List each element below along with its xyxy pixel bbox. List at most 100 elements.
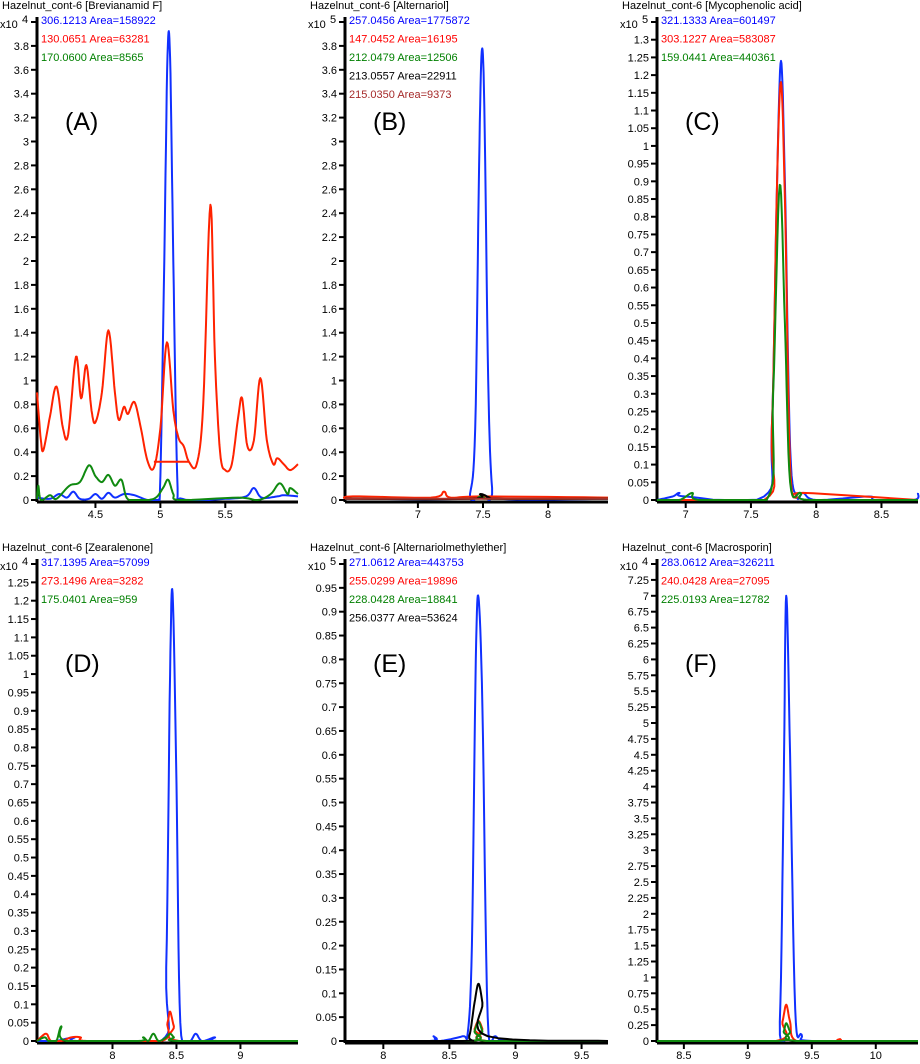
panel-label: (D) bbox=[65, 650, 100, 678]
y-tick-label: 0.05 bbox=[8, 1018, 29, 1030]
y-tick-label: 1.15 bbox=[628, 88, 649, 100]
series-line-green bbox=[657, 1022, 918, 1042]
y-tick-label: 1.2 bbox=[14, 596, 29, 608]
y-tick-label: 0.4 bbox=[14, 447, 29, 459]
x-tick-label: 9.5 bbox=[574, 1050, 589, 1062]
panel-label: (B) bbox=[373, 108, 406, 136]
y-tick-label: 0.75 bbox=[8, 761, 29, 773]
y-tick-label: 1.5 bbox=[634, 941, 649, 953]
y-tick-label: 6.5 bbox=[634, 623, 649, 635]
y-tick-label: 1.2 bbox=[14, 352, 29, 364]
y-multiplier-label: x10 bbox=[0, 561, 18, 573]
y-tick-label: 5.5 bbox=[634, 686, 649, 698]
legend-entry: 159.0441 Area=440361 bbox=[661, 52, 776, 64]
y-tick-label: 7 bbox=[643, 591, 649, 603]
y-multiplier-label: x10 bbox=[308, 561, 326, 573]
legend-entry: 317.1395 Area=57099 bbox=[41, 557, 150, 569]
legend-entry: 175.0401 Area=959 bbox=[41, 594, 137, 606]
y-tick-label: 7.25 bbox=[628, 575, 649, 587]
y-tick-label: 1.75 bbox=[628, 925, 649, 937]
y-tick-label: 0.25 bbox=[316, 917, 337, 929]
y-tick-label: 0.65 bbox=[8, 798, 29, 810]
series-line-black bbox=[345, 982, 609, 1042]
y-tick-label: 1.25 bbox=[628, 957, 649, 969]
y-tick-label: 0.6 bbox=[14, 816, 29, 828]
legend-entry: 215.0350 Area=9373 bbox=[349, 89, 451, 101]
legend-entry: 256.0377 Area=53624 bbox=[349, 613, 458, 625]
y-tick-label: 1.6 bbox=[14, 304, 29, 316]
y-tick-label: 0.8 bbox=[14, 399, 29, 411]
y-tick-label: 0.15 bbox=[628, 442, 649, 454]
y-tick-label: 0.3 bbox=[14, 926, 29, 938]
y-tick-label: 5.75 bbox=[628, 670, 649, 682]
y-tick-label: 0.2 bbox=[322, 941, 337, 953]
y-tick-label: 0.6 bbox=[14, 423, 29, 435]
y-tick-label: 0.85 bbox=[628, 194, 649, 206]
x-tick-label: 8 bbox=[109, 1050, 115, 1062]
y-tick-label: 0.15 bbox=[316, 964, 337, 976]
y-tick-label: 0.75 bbox=[316, 678, 337, 690]
y-tick-label: 5.25 bbox=[628, 702, 649, 714]
legend-entry: 240.0428 Area=27095 bbox=[661, 576, 770, 588]
y-tick-label: 0.9 bbox=[14, 706, 29, 718]
y-tick-label: 0.75 bbox=[628, 229, 649, 241]
y-tick-label: 0.95 bbox=[8, 687, 29, 699]
y-tick-label: 0.8 bbox=[322, 399, 337, 411]
y-tick-label: 2.5 bbox=[634, 877, 649, 889]
y-tick-label: 0.2 bbox=[14, 471, 29, 483]
y-tick-label: 2.25 bbox=[628, 893, 649, 905]
x-tick-label: 8 bbox=[545, 509, 551, 521]
chart-title: Hazelnut_cont-6 [Mycophenolic acid] bbox=[622, 0, 802, 12]
x-tick-label: 8.5 bbox=[676, 1050, 691, 1062]
y-tick-label: 3.4 bbox=[14, 89, 29, 101]
y-tick-label: 2.75 bbox=[628, 861, 649, 873]
y-tick-label: 0.2 bbox=[322, 471, 337, 483]
x-tick-label: 8 bbox=[813, 509, 819, 521]
chart-panel-d: Hazelnut_cont-6 [Zearalenone] 0 0.05 0.1 0.1… bbox=[0, 542, 298, 1062]
x-tick-label: 9.5 bbox=[804, 1050, 819, 1062]
y-tick-label: 0.55 bbox=[316, 774, 337, 786]
y-tick-label: 3.6 bbox=[322, 65, 337, 77]
y-tick-label: 3.2 bbox=[322, 113, 337, 125]
y-tick-label: 6.75 bbox=[628, 607, 649, 619]
y-tick-label: 0.7 bbox=[14, 779, 29, 791]
y-tick-label: 3 bbox=[643, 845, 649, 857]
y-tick-label: 0.25 bbox=[628, 406, 649, 418]
y-tick-label: 3.2 bbox=[14, 113, 29, 125]
y-tick-label: 0 bbox=[643, 495, 649, 507]
y-tick-label: 0.05 bbox=[316, 1012, 337, 1024]
y-tick-label: 0.7 bbox=[322, 702, 337, 714]
y-tick-label: 0.7 bbox=[634, 247, 649, 259]
y-tick-label: 2 bbox=[23, 256, 29, 268]
y-tick-label: 2.2 bbox=[322, 232, 337, 244]
y-tick-label: 0.4 bbox=[322, 447, 337, 459]
chart-title: Hazelnut_cont-6 [Alternariol] bbox=[310, 0, 449, 12]
y-tick-label: 0.1 bbox=[322, 988, 337, 1000]
y-tick-label: 3 bbox=[23, 137, 29, 149]
y-tick-label: 1.25 bbox=[8, 577, 29, 589]
panel-label: (E) bbox=[373, 650, 406, 678]
legend-entry: 130.0651 Area=63281 bbox=[41, 34, 150, 46]
y-tick-label: 0.8 bbox=[14, 742, 29, 754]
y-tick-label: 6 bbox=[643, 654, 649, 666]
x-tick-label: 4.5 bbox=[88, 509, 103, 521]
y-tick-label: 0.45 bbox=[8, 871, 29, 883]
y-exponent-label: 5 bbox=[330, 556, 336, 568]
y-tick-label: 0 bbox=[331, 1036, 337, 1048]
x-tick-label: 7.5 bbox=[743, 509, 758, 521]
y-tick-label: 0.8 bbox=[322, 654, 337, 666]
x-tick-label: 5 bbox=[157, 509, 163, 521]
y-tick-label: 0.45 bbox=[628, 336, 649, 348]
y-tick-label: 6.25 bbox=[628, 639, 649, 651]
y-tick-label: 4 bbox=[643, 782, 649, 794]
y-tick-label: 1.4 bbox=[14, 328, 29, 340]
y-tick-label: 2.2 bbox=[14, 232, 29, 244]
x-tick-label: 7 bbox=[683, 509, 689, 521]
y-tick-label: 4.5 bbox=[634, 750, 649, 762]
y-tick-label: 0.3 bbox=[634, 389, 649, 401]
y-tick-label: 0.4 bbox=[14, 889, 29, 901]
y-tick-label: 0.3 bbox=[322, 893, 337, 905]
y-exponent-label: 4 bbox=[22, 14, 28, 26]
y-tick-label: 1.1 bbox=[634, 106, 649, 118]
y-tick-label: 0.95 bbox=[628, 159, 649, 171]
